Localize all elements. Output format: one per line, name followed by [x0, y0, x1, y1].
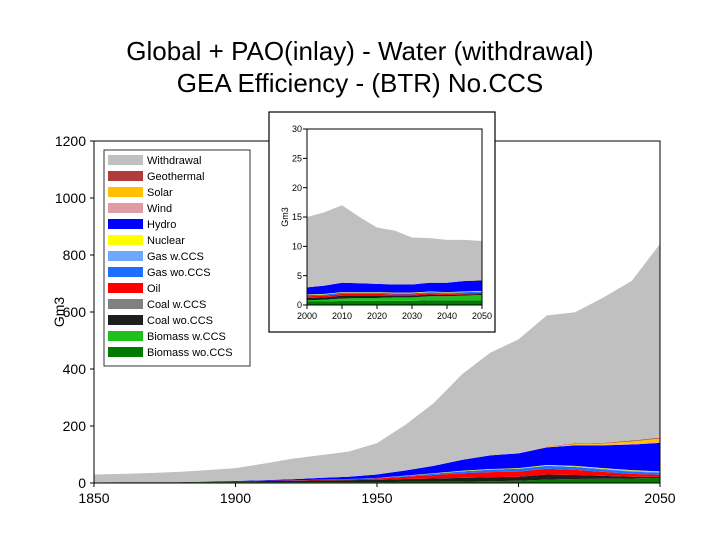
inset-y-tick-label: 15 [292, 212, 302, 222]
legend-swatch [108, 299, 143, 309]
legend-swatch [108, 315, 143, 325]
main-area-withdrawal [94, 243, 660, 483]
chart-title-line-1: Global + PAO(inlay) - Water (withdrawal) [126, 36, 594, 66]
inset-x-tick-label: 2020 [367, 311, 387, 321]
legend-entry: Solar [147, 187, 173, 199]
main-x-tick-label: 1900 [220, 490, 251, 506]
legend-entry: Biomass w.CCS [147, 331, 226, 343]
inset-plot-axes: 0 5 10 15 20 25 30 2000 2010 2020 2030 2040 2050 Gm3 [280, 124, 492, 321]
main-area-oil [94, 468, 660, 483]
legend-entry: Wind [147, 203, 172, 215]
legend-entry: Coal wo.CCS [147, 315, 213, 327]
chart-title-line-2: GEA Efficiency - (BTR) No.CCS [176, 68, 544, 98]
main-x-tick-label: 2000 [503, 490, 534, 506]
inset-y-tick-label: 30 [292, 124, 302, 134]
inset-y-axis-label: Gm3 [280, 207, 290, 227]
inset-x-tick-label: 2010 [332, 311, 352, 321]
legend-swatch [108, 331, 143, 341]
main-plot-areas [94, 243, 660, 483]
inset-y-tick-label: 0 [297, 300, 302, 310]
inset-y-tick-label: 25 [292, 153, 302, 163]
main-x-tick-label: 2050 [644, 490, 675, 506]
legend-entry: Nuclear [147, 235, 185, 247]
main-y-tick-label: 1200 [55, 133, 86, 149]
legend: Withdrawal Geothermal Solar Wind Hydro Nuclea… [103, 149, 251, 367]
legend-entry: Biomass wo.CCS [147, 347, 233, 359]
main-x-tick-label: 1850 [78, 490, 109, 506]
inset-area-coal-wo-ccs [307, 293, 482, 301]
inset-area-biomass-w-ccs [307, 295, 482, 302]
inset-x-tick-label: 2000 [297, 311, 317, 321]
inset-y-tick-label: 20 [292, 183, 302, 193]
legend-entry: Coal w.CCS [147, 299, 206, 311]
legend-entry: Gas wo.CCS [147, 267, 211, 279]
inset-y-tick-label: 5 [297, 271, 302, 281]
inset-area-oil [307, 292, 482, 298]
main-y-tick-label: 800 [63, 247, 87, 263]
main-y-axis-label: Gm3 [51, 297, 67, 328]
inset-area-nuclear [307, 290, 482, 296]
inset-y-tick-label: 10 [292, 241, 302, 251]
legend-swatch [108, 347, 143, 357]
legend-swatch [108, 283, 143, 293]
main-y-tick-label: 200 [63, 418, 87, 434]
legend-entry: Withdrawal [147, 155, 201, 167]
inset-area-withdrawal [307, 205, 482, 288]
legend-swatch [108, 235, 143, 245]
inset-x-tick-label: 2040 [437, 311, 457, 321]
inset-x-tick-label: 2030 [402, 311, 422, 321]
legend-swatch [108, 219, 143, 229]
legend-entry: Gas w.CCS [147, 251, 204, 263]
main-area-coal-wo-ccs [94, 474, 660, 483]
main-area-gas-wo-ccs [94, 465, 660, 483]
legend-entry: Hydro [147, 219, 176, 231]
legend-swatch [108, 267, 143, 277]
legend-swatch [108, 171, 143, 181]
legend-swatch [108, 203, 143, 213]
main-area-biomass-wo-ccs [94, 477, 660, 483]
main-y-tick-label: 1000 [55, 190, 86, 206]
inset-area-biomass-wo-ccs [307, 300, 482, 305]
inset-plot-areas [307, 205, 482, 305]
legend-entry: Geothermal [147, 171, 204, 183]
main-y-tick-label: 0 [78, 475, 86, 491]
legend-entry: Oil [147, 283, 160, 295]
legend-swatch [108, 251, 143, 261]
main-y-tick-label: 400 [63, 361, 87, 377]
main-area-hydro [94, 442, 660, 483]
legend-swatch [108, 187, 143, 197]
main-y-tick-label: 600 [63, 304, 87, 320]
legend-swatch [108, 155, 143, 165]
inset-area-hydro [307, 280, 482, 295]
inset-x-tick-label: 2050 [472, 311, 492, 321]
main-x-tick-label: 1950 [361, 490, 392, 506]
inset-chart: 0 5 10 15 20 25 30 2000 2010 2020 2030 2040 2050 Gm3 [268, 111, 496, 333]
